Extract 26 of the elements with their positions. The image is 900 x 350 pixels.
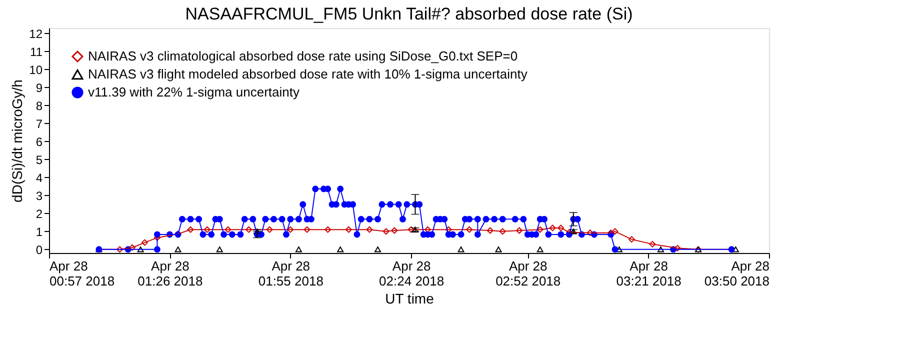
x-tick-label: Apr 28 01:55 2018 [258,258,324,288]
chart-title: NASAAFRCMUL_FM5 Unkn Tail#? absorbed dose rate (Si) [185,4,633,24]
y-tick-label: 9 [36,80,43,95]
y-tick-label: 6 [36,134,43,149]
x-axis-title: UT time [385,290,434,306]
y-tick-label: 1 [36,224,43,239]
y-tick-label: 5 [36,152,43,167]
legend-label: NAIRAS v3 flight modeled absorbed dose rate with 10% 1-sigma uncertainty [88,66,528,82]
x-tick-label: Apr 28 01:26 2018 [138,258,203,288]
y-tick-label: 12 [29,26,43,41]
y-tick-label: 3 [36,188,43,203]
x-tick-label: Apr 28 03:21 2018 [616,258,682,288]
y-axis-title: dD(Si)/dt microGy/h [9,80,26,202]
x-tick-label: Apr 28 00:57 2018 [50,258,115,288]
y-tick-label: 4 [36,170,43,185]
y-tick-label: 7 [36,116,43,131]
y-tick-label: 8 [36,98,43,113]
x-tick-label: Apr 28 02:52 2018 [496,258,561,288]
y-tick-label: 2 [36,206,43,221]
x-tick-label: Apr 28 02:24 2018 [379,258,444,288]
legend-label: NAIRAS v3 climatological absorbed dose rate using SiDose_G0.txt SEP=0 [88,48,518,64]
y-tick-label: 10 [29,62,43,77]
y-tick-label: 0 [36,242,43,257]
x-tick-label: Apr 28 03:50 2018 [704,258,770,288]
legend-label: v11.39 with 22% 1-sigma uncertainty [88,84,300,100]
y-tick-label: 11 [30,44,43,59]
